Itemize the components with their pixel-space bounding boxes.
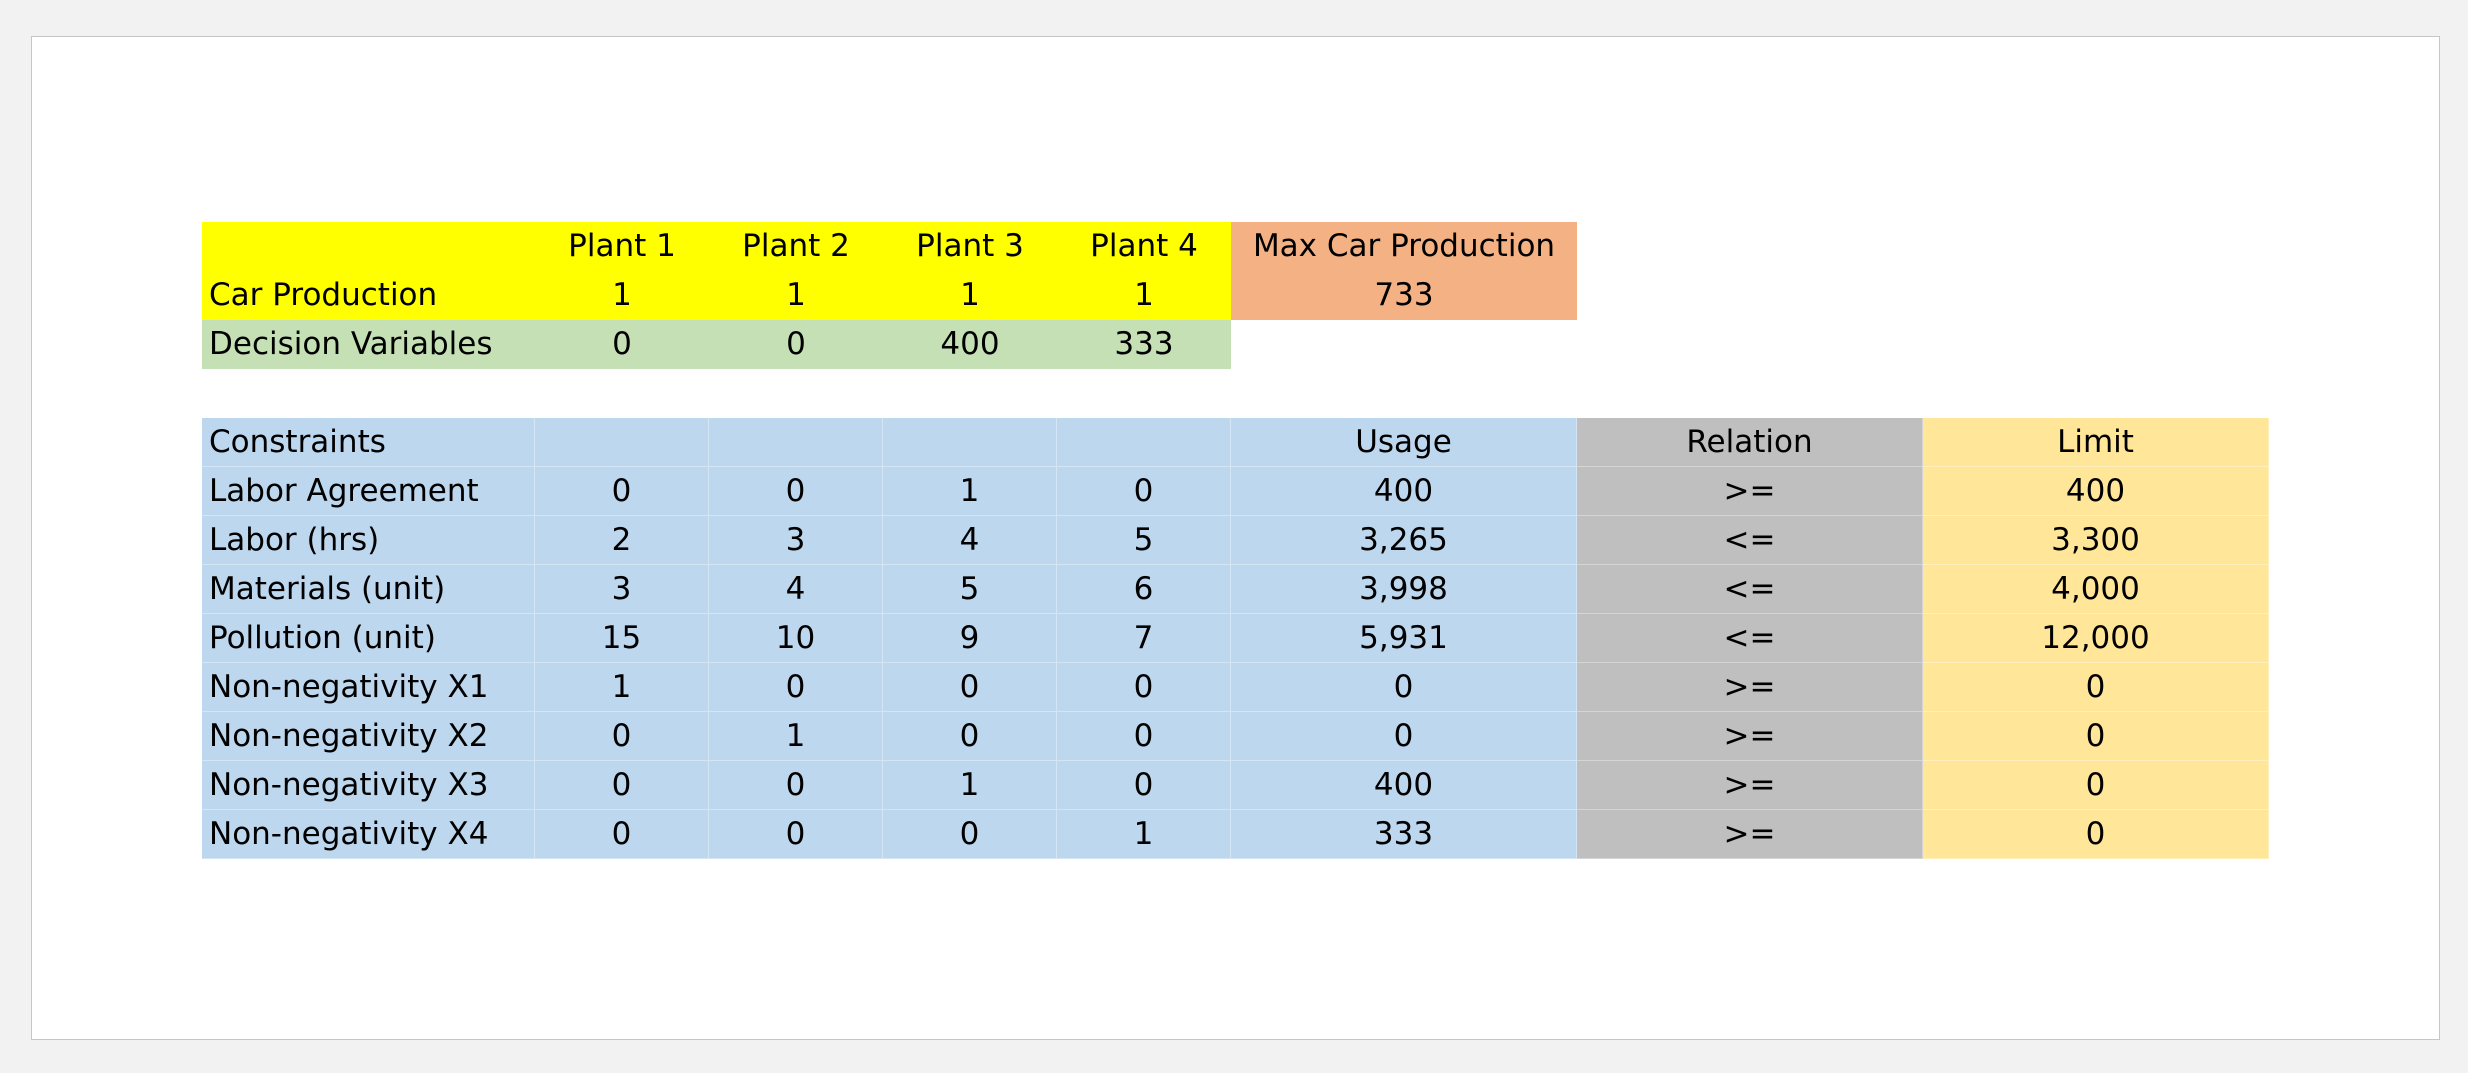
constraint-limit: 4,000 — [1923, 565, 2269, 614]
max-car-production-value: 733 — [1231, 271, 1577, 320]
constraint-relation: <= — [1577, 614, 1923, 663]
constraint-label: Materials (unit) — [202, 565, 535, 614]
constraint-usage: 400 — [1231, 761, 1577, 810]
constraint-coef-plant-3: 9 — [883, 614, 1057, 663]
constraint-coef-plant-2: 10 — [709, 614, 883, 663]
constraint-coef-plant-2: 0 — [709, 810, 883, 859]
limit-header: Limit — [1923, 418, 2269, 467]
constraint-limit: 0 — [1923, 761, 2269, 810]
header-plant-3: Plant 3 — [883, 222, 1057, 271]
decision-variable-2: 0 — [709, 320, 883, 369]
constraint-coef-plant-4: 7 — [1057, 614, 1231, 663]
constraint-relation: <= — [1577, 565, 1923, 614]
constraint-coef-plant-1: 3 — [535, 565, 709, 614]
constraint-coef-plant-4: 6 — [1057, 565, 1231, 614]
constraint-coef-plant-2: 0 — [709, 467, 883, 516]
constraint-coef-plant-2: 1 — [709, 712, 883, 761]
constraint-limit: 0 — [1923, 810, 2269, 859]
constraints-header-blank-1 — [535, 418, 709, 467]
constraint-coef-plant-3: 0 — [883, 712, 1057, 761]
constraint-coef-plant-4: 0 — [1057, 467, 1231, 516]
constraint-label: Non-negativity X1 — [202, 663, 535, 712]
constraint-coef-plant-1: 15 — [535, 614, 709, 663]
constraint-coef-plant-4: 0 — [1057, 761, 1231, 810]
constraints-title: Constraints — [202, 418, 535, 467]
usage-header: Usage — [1231, 418, 1577, 467]
constraint-relation: >= — [1577, 761, 1923, 810]
constraint-relation: <= — [1577, 516, 1923, 565]
decision-variable-3: 400 — [883, 320, 1057, 369]
constraint-label: Non-negativity X3 — [202, 761, 535, 810]
header-plant-4: Plant 4 — [1057, 222, 1231, 271]
constraint-relation: >= — [1577, 712, 1923, 761]
constraint-coef-plant-4: 5 — [1057, 516, 1231, 565]
constraint-coef-plant-1: 1 — [535, 663, 709, 712]
car-production-value-3: 1 — [883, 271, 1057, 320]
constraint-coef-plant-3: 4 — [883, 516, 1057, 565]
constraint-coef-plant-2: 0 — [709, 761, 883, 810]
constraint-coef-plant-1: 0 — [535, 712, 709, 761]
constraint-coef-plant-4: 1 — [1057, 810, 1231, 859]
constraint-usage: 0 — [1231, 663, 1577, 712]
constraint-label: Non-negativity X4 — [202, 810, 535, 859]
constraint-coef-plant-3: 1 — [883, 761, 1057, 810]
constraint-usage: 400 — [1231, 467, 1577, 516]
constraint-coef-plant-4: 0 — [1057, 712, 1231, 761]
constraint-limit: 0 — [1923, 663, 2269, 712]
constraints-header-blank-4 — [1057, 418, 1231, 467]
constraint-relation: >= — [1577, 467, 1923, 516]
constraint-limit: 400 — [1923, 467, 2269, 516]
constraint-coef-plant-3: 1 — [883, 467, 1057, 516]
constraint-coef-plant-1: 0 — [535, 467, 709, 516]
constraint-coef-plant-2: 4 — [709, 565, 883, 614]
header-max-car-production: Max Car Production — [1231, 222, 1577, 271]
constraint-relation: >= — [1577, 663, 1923, 712]
decision-variables-label: Decision Variables — [202, 320, 535, 369]
constraint-label: Labor (hrs) — [202, 516, 535, 565]
constraint-coef-plant-3: 0 — [883, 663, 1057, 712]
car-production-value-2: 1 — [709, 271, 883, 320]
decision-variable-1: 0 — [535, 320, 709, 369]
decision-variable-4: 333 — [1057, 320, 1231, 369]
constraint-coef-plant-4: 0 — [1057, 663, 1231, 712]
constraints-header-blank-2 — [709, 418, 883, 467]
car-production-value-4: 1 — [1057, 271, 1231, 320]
constraint-usage: 3,265 — [1231, 516, 1577, 565]
constraint-coef-plant-1: 2 — [535, 516, 709, 565]
constraint-relation: >= — [1577, 810, 1923, 859]
car-production-label: Car Production — [202, 271, 535, 320]
constraint-coef-plant-1: 0 — [535, 810, 709, 859]
relation-header: Relation — [1577, 418, 1923, 467]
constraint-coef-plant-1: 0 — [535, 761, 709, 810]
header-plant-1: Plant 1 — [535, 222, 709, 271]
constraint-coef-plant-2: 0 — [709, 663, 883, 712]
constraint-label: Non-negativity X2 — [202, 712, 535, 761]
spreadsheet-page: Plant 1 Plant 2 Plant 3 Plant 4 Max Car … — [31, 36, 2440, 1040]
constraint-label: Pollution (unit) — [202, 614, 535, 663]
constraint-usage: 5,931 — [1231, 614, 1577, 663]
constraint-coef-plant-2: 3 — [709, 516, 883, 565]
constraints-header-blank-3 — [883, 418, 1057, 467]
constraint-limit: 12,000 — [1923, 614, 2269, 663]
constraint-limit: 0 — [1923, 712, 2269, 761]
header-plant-2: Plant 2 — [709, 222, 883, 271]
header-corner-cell — [202, 222, 535, 271]
constraint-usage: 3,998 — [1231, 565, 1577, 614]
constraint-usage: 0 — [1231, 712, 1577, 761]
constraint-coef-plant-3: 5 — [883, 565, 1057, 614]
constraint-label: Labor Agreement — [202, 467, 535, 516]
car-production-value-1: 1 — [535, 271, 709, 320]
constraint-limit: 3,300 — [1923, 516, 2269, 565]
constraint-usage: 333 — [1231, 810, 1577, 859]
constraint-coef-plant-3: 0 — [883, 810, 1057, 859]
